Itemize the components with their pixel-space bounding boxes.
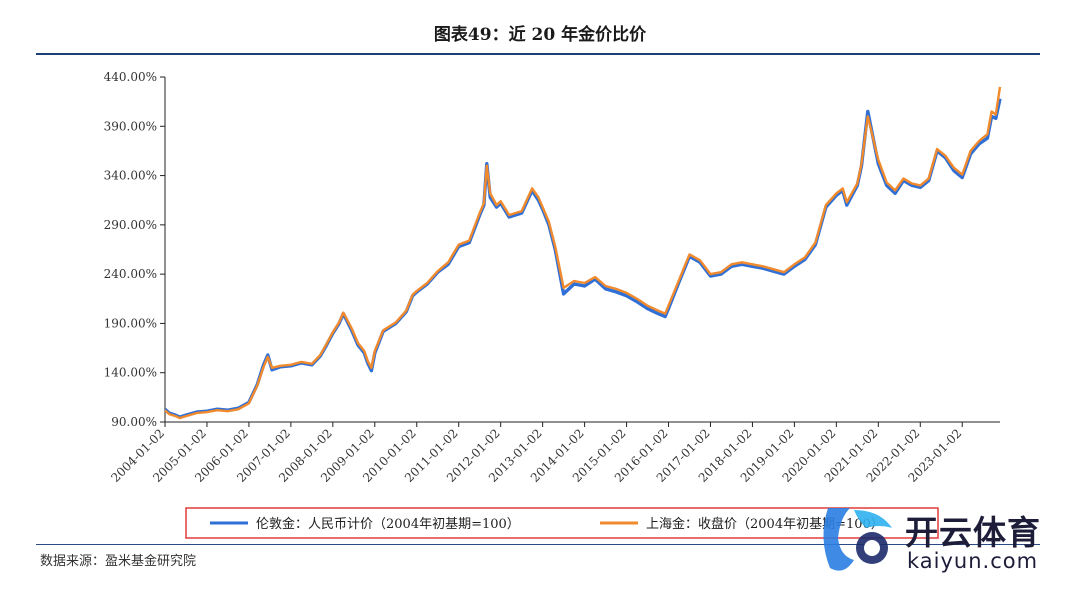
chart-series-group xyxy=(163,86,1002,420)
series-line-2 xyxy=(164,86,1002,420)
y-tick-label: 140.00% xyxy=(104,366,157,380)
bottom-rule xyxy=(36,544,1040,545)
y-tick-label: 90.00% xyxy=(111,415,157,429)
watermark-cn: 开云体育 xyxy=(905,513,1041,552)
title-rule xyxy=(36,53,1040,55)
y-tick-label: 290.00% xyxy=(104,218,157,232)
legend-label-series1: 伦敦金：人民币计价（2004年初基期=100） xyxy=(256,516,520,532)
y-tick-label: 390.00% xyxy=(104,119,157,133)
y-tick-label: 240.00% xyxy=(104,267,157,281)
legend-box xyxy=(185,507,939,539)
y-tick-label: 440.00% xyxy=(104,70,157,84)
watermark-en: kaiyun.com xyxy=(907,549,1039,573)
y-tick-label: 190.00% xyxy=(104,316,157,330)
y-tick-label: 340.00% xyxy=(104,169,157,183)
chart-title: 图表49：近 20 年金价比价 xyxy=(433,25,647,45)
source-note: 数据来源：盈米基金研究院 xyxy=(40,554,197,569)
kaiyun-logo-icon xyxy=(823,508,892,571)
